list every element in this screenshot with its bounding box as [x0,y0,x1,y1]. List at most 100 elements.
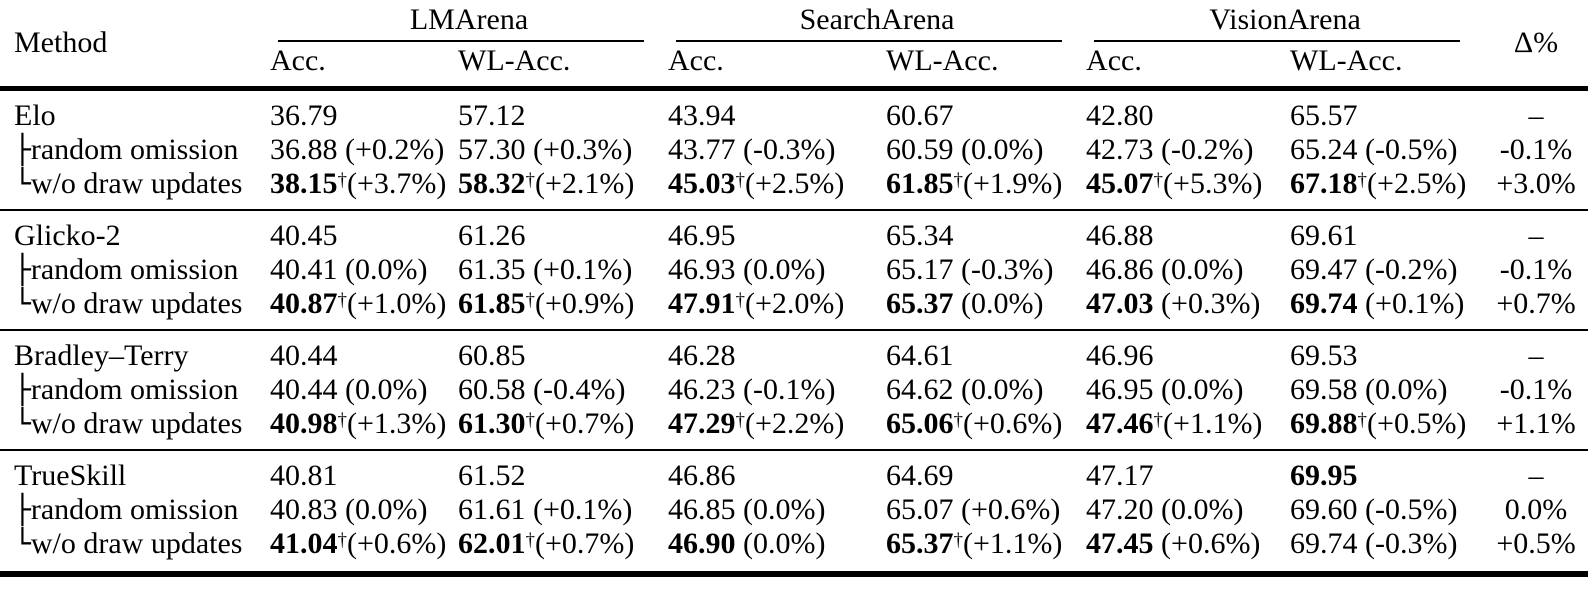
table-row: TrueSkill 40.81 61.52 46.86 64.69 47.17 69.95 – [0,450,1588,493]
accuracy-value: 46.90 [668,527,736,560]
method-column-header: Method [0,0,270,91]
table-row: └w/o draw updates 38.15†(+3.7%) 58.32†(+2.… [0,167,1588,211]
accuracy-value: 46.86 [668,459,736,492]
table-row: ├random omission 40.44 (0.0%) 60.58 (-0.4%… [0,373,1588,407]
accuracy-value: 47.45 [1086,527,1154,560]
value-cell: 46.95 [668,210,886,253]
value-cell: 60.85 [458,330,668,373]
subheader-acc: Acc. [270,42,458,91]
accuracy-value: 47.46 [1086,407,1154,440]
method-name-label: Bradley–Terry [14,339,189,372]
accuracy-value: 43.77 [668,133,736,166]
dagger-icon: † [735,170,746,191]
accuracy-value: 57.30 [458,133,526,166]
tree-branch-icon: └ [14,287,31,320]
delta-value-cell: – [1528,339,1544,372]
table-row: └w/o draw updates 41.04†(+0.6%) 62.01†(+0.… [0,527,1588,577]
delta-value-cell: 0.0% [1504,493,1568,526]
value-cell: 65.37 (0.0%) [886,287,1087,331]
value-cell: 47.29†(+2.2%) [668,407,887,451]
method-name-label: Elo [14,99,56,132]
value-cell: 67.18†(+2.5%) [1290,167,1485,211]
value-cell: 46.85 (0.0%) [668,493,826,526]
value-cell: 43.94 [668,89,886,134]
value-cell: 43.77 (-0.3%) [668,133,836,166]
tree-branch-icon: ├ [14,133,31,166]
accuracy-value: 42.73 [1086,133,1154,166]
delta-value-cell: – [1528,99,1544,132]
group-label: LMArena [409,3,529,36]
accuracy-value: 69.58 [1290,373,1358,406]
value-cell: 69.74 (-0.3%) [1290,527,1485,577]
value-cell: 69.53 [1290,330,1484,373]
dagger-icon: † [525,530,536,551]
delta-value-cell: -0.1% [1499,133,1573,166]
value-cell: 47.91†(+2.0%) [668,287,887,331]
value-cell: 65.17 (-0.3%) [886,253,1054,286]
accuracy-value: 65.34 [886,219,954,252]
accuracy-value: 65.57 [1290,99,1358,132]
subheader-row: Acc. WL-Acc. Acc. WL-Acc. Acc. WL-Acc. [0,42,1588,91]
value-cell: 46.88 [1086,210,1290,253]
accuracy-value: 47.91 [668,287,736,320]
accuracy-value: 40.98 [270,407,338,440]
value-cell: 40.98†(+1.3%) [270,407,458,451]
accuracy-value: 47.03 [1086,287,1154,320]
accuracy-value: 69.47 [1290,253,1358,286]
method-name-label: TrueSkill [14,459,127,492]
accuracy-value: 57.12 [458,99,526,132]
accuracy-value: 47.29 [668,407,736,440]
accuracy-value: 40.83 [270,493,338,526]
value-cell: 45.03†(+2.5%) [668,167,887,211]
accuracy-value: 61.61 [458,493,526,526]
value-cell: 60.67 [886,89,1086,134]
value-cell: 61.85†(+0.9%) [458,287,669,331]
group-header-visionarena: VisionArena [1086,0,1484,42]
accuracy-value: 60.85 [458,339,526,372]
accuracy-value: 46.88 [1086,219,1154,252]
accuracy-value: 41.04 [270,527,338,560]
value-cell: 40.41 (0.0%) [270,253,428,286]
value-cell: 46.86 (0.0%) [1086,253,1244,286]
tree-branch-icon: ├ [14,253,31,286]
value-cell: 47.20 (0.0%) [1086,493,1244,526]
accuracy-value: 65.37 [886,287,954,320]
dagger-icon: † [735,290,746,311]
accuracy-value: 58.32 [458,167,526,200]
group-underline-rule [278,40,645,42]
dagger-icon: † [525,290,536,311]
tree-branch-icon: └ [14,167,31,200]
value-cell: 69.74 (+0.1%) [1290,287,1485,331]
value-cell: 40.45 [270,210,458,253]
value-cell: 62.01†(+0.7%) [458,527,669,577]
accuracy-value: 46.86 [1086,253,1154,286]
accuracy-value: 65.37 [886,527,954,560]
value-cell: 61.30†(+0.7%) [458,407,669,451]
value-cell: 40.81 [270,450,458,493]
delta-value-cell: +1.1% [1484,407,1588,451]
method-variant-label: ├random omission [14,373,239,406]
value-cell: 58.32†(+2.1%) [458,167,669,211]
accuracy-value: 45.03 [668,167,736,200]
accuracy-value: 61.85 [886,167,954,200]
method-name-label: Glicko-2 [14,219,121,252]
table-row: └w/o draw updates 40.87†(+1.0%) 61.85†(+0.… [0,287,1588,331]
accuracy-value: 46.93 [668,253,736,286]
method-variant-label: ├random omission [14,133,239,166]
group-underline-rule [676,40,1063,42]
accuracy-value: 60.59 [886,133,954,166]
subheader-acc: Acc. [1086,42,1291,91]
dagger-icon: † [953,530,964,551]
accuracy-value: 65.17 [886,253,954,286]
accuracy-value: 40.81 [270,459,338,492]
accuracy-value: 64.69 [886,459,954,492]
value-cell: 40.44 (0.0%) [270,373,428,406]
table-row: ├random omission 40.83 (0.0%) 61.61 (+0.1%… [0,493,1588,527]
accuracy-value: 40.41 [270,253,338,286]
value-cell: 40.44 [270,330,458,373]
value-cell: 46.86 [668,450,886,493]
delta-value-cell: +0.7% [1484,287,1588,331]
accuracy-value: 64.61 [886,339,954,372]
subheader-wl-acc: WL-Acc. [886,42,1087,91]
